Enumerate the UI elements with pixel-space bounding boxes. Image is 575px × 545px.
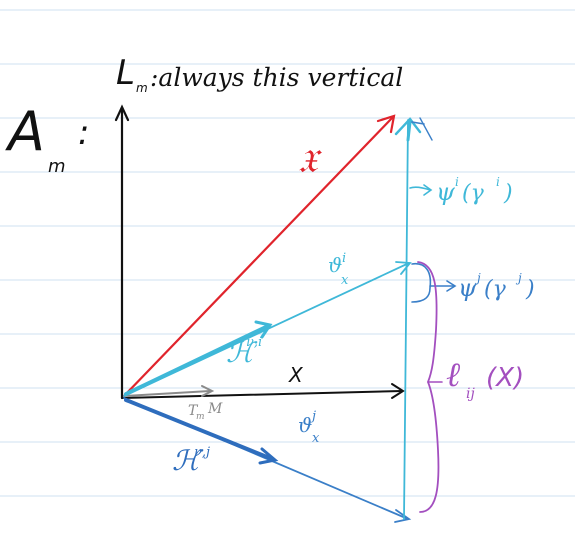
upper-theta-superscript: i — [342, 251, 346, 266]
ell-letter: ℓ — [446, 355, 460, 395]
psi-lower-letter: ψ — [458, 274, 478, 302]
fiber-vector — [122, 114, 396, 398]
psi-upper-close: ) — [503, 181, 513, 206]
upper-theta-letter: ϑ — [328, 253, 342, 277]
lower-h-label: ℋ ν,j — [172, 444, 210, 477]
tangent-letter: T — [188, 403, 199, 419]
psi-upper-argument-superscript: i — [496, 175, 500, 189]
upper-h-superscript: ν,i — [246, 335, 262, 350]
ell-argument: (X) — [486, 363, 524, 393]
upper-theta-subscript: x — [341, 273, 349, 288]
lower-theta-letter: ϑ — [298, 413, 312, 437]
lower-theta-subscript: x — [312, 431, 320, 446]
lower-theta-label: ϑ j x — [298, 409, 320, 446]
bundle-letter: A — [5, 100, 45, 163]
upper-theta-label: ϑ i x — [328, 251, 349, 288]
ell-brace — [417, 261, 443, 513]
lower-h-vector — [124, 398, 279, 465]
psi-upper-brace — [409, 184, 433, 196]
psi-lower-argument-superscript: j — [515, 271, 522, 285]
bundle-colon: : — [78, 113, 89, 153]
tangent-label: T m M — [188, 401, 223, 422]
ell-subscript: ij — [466, 386, 475, 402]
x-label: X — [288, 363, 304, 387]
lower-h-letter: ℋ — [172, 444, 204, 477]
psi-lower-argument: (γ — [484, 277, 507, 302]
bundle-subscript: m — [48, 156, 66, 177]
psi-lower-label: ψ j (γ j ) — [458, 271, 535, 302]
psi-lower-close: ) — [525, 277, 535, 302]
vertical-subscript: m — [136, 81, 148, 95]
vertical-axis — [114, 104, 130, 400]
upper-h-letter: ℋ — [226, 336, 258, 369]
vertical-description: :always this vertical — [150, 63, 403, 92]
tangent-manifold: M — [207, 401, 223, 417]
vertical-letter: L — [116, 53, 135, 93]
vertical-label: L m :always this vertical — [116, 53, 403, 95]
ell-label: ℓ ij (X) — [446, 355, 524, 402]
fiber-line — [394, 117, 433, 520]
bundle-label: A m : — [5, 100, 89, 177]
upper-h-label: ℋ ν,i — [226, 335, 262, 369]
x-vector — [121, 383, 405, 399]
fiber-map-label: 𝔛 — [298, 142, 323, 180]
lower-theta-superscript: j — [309, 409, 316, 424]
psi-upper-argument: (γ — [462, 181, 485, 206]
tangent-vector — [123, 385, 215, 397]
lower-h-superscript: ν,j — [194, 445, 210, 460]
psi-lower-superscript: j — [474, 271, 481, 285]
psi-upper-label: ψ i (γ i ) — [436, 175, 513, 206]
psi-upper-letter: ψ — [436, 178, 456, 206]
upper-h-vector — [124, 320, 273, 396]
tangent-subscript: m — [196, 412, 205, 422]
psi-upper-superscript: i — [455, 175, 459, 189]
psi-lower-brace — [411, 263, 457, 303]
